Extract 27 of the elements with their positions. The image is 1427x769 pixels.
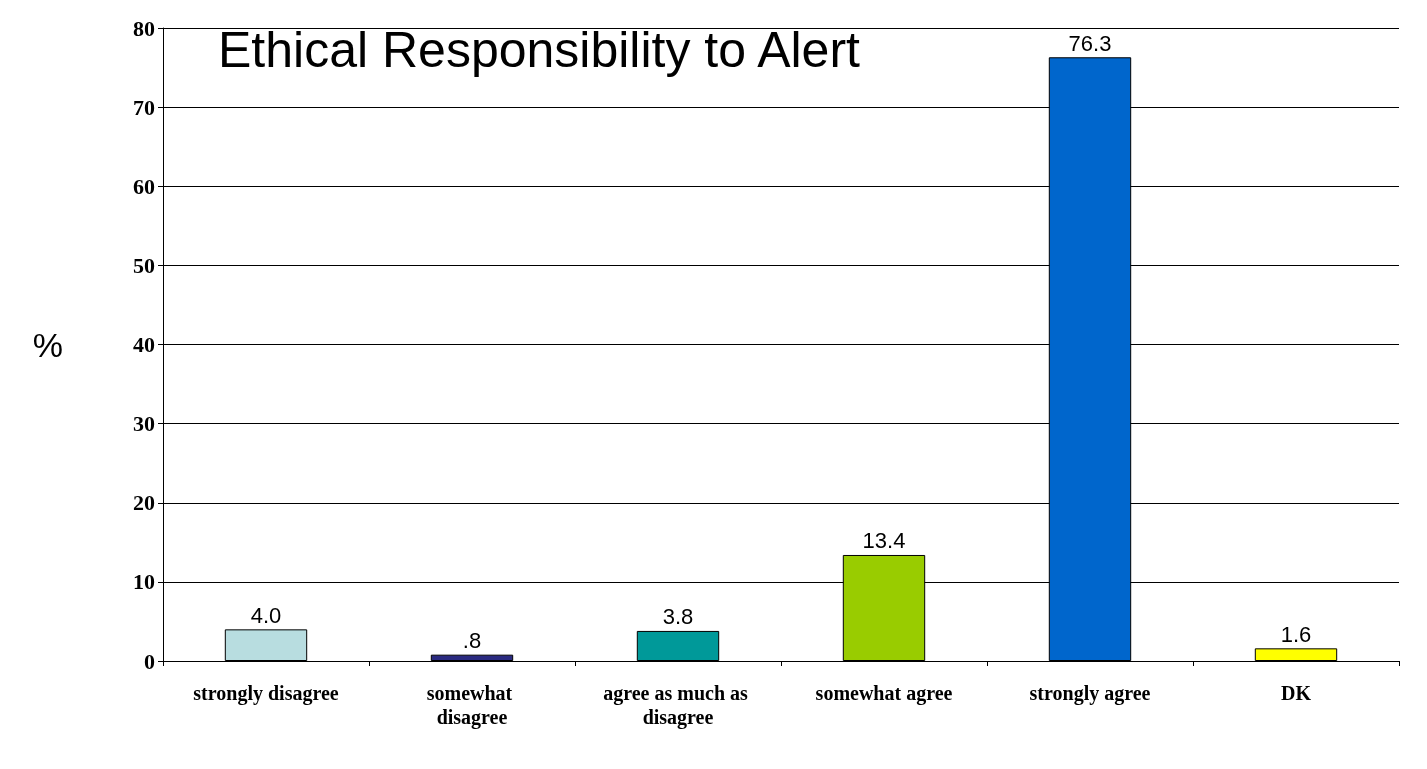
x-tick-label: somewhat agree: [815, 682, 953, 705]
y-tick-label: 70: [133, 94, 155, 120]
x-tick-label: somewhat disagree: [426, 682, 518, 729]
y-tick-label: 30: [133, 411, 155, 437]
x-tick-label: strongly disagree: [193, 682, 339, 705]
y-axis-title: %: [32, 325, 63, 364]
data-label: .8: [462, 628, 482, 654]
y-tick-label: 80: [133, 15, 155, 41]
bar: [1254, 648, 1338, 661]
y-tick-label: 60: [133, 173, 155, 199]
y-tick-label: 20: [133, 490, 155, 516]
data-label: 76.3: [1068, 30, 1112, 56]
y-tick-label: 0: [144, 648, 155, 674]
data-label: 13.4: [862, 528, 906, 554]
data-label: 4.0: [250, 602, 282, 628]
y-tick-label: 40: [133, 332, 155, 357]
x-tick-label: DK: [1281, 682, 1312, 704]
data-label: 3.8: [662, 604, 694, 630]
bar: [636, 630, 720, 661]
y-tick-label: 10: [133, 569, 155, 595]
chart-title: Ethical Responsibility to Alert: [218, 22, 861, 78]
x-tick-label: agree as much as disagree: [603, 682, 753, 729]
y-tick-label: 50: [133, 252, 155, 278]
bar: [224, 629, 308, 661]
data-label: 1.6: [1280, 621, 1312, 647]
bar: [430, 654, 514, 661]
x-tick-label: strongly agree: [1029, 682, 1151, 705]
